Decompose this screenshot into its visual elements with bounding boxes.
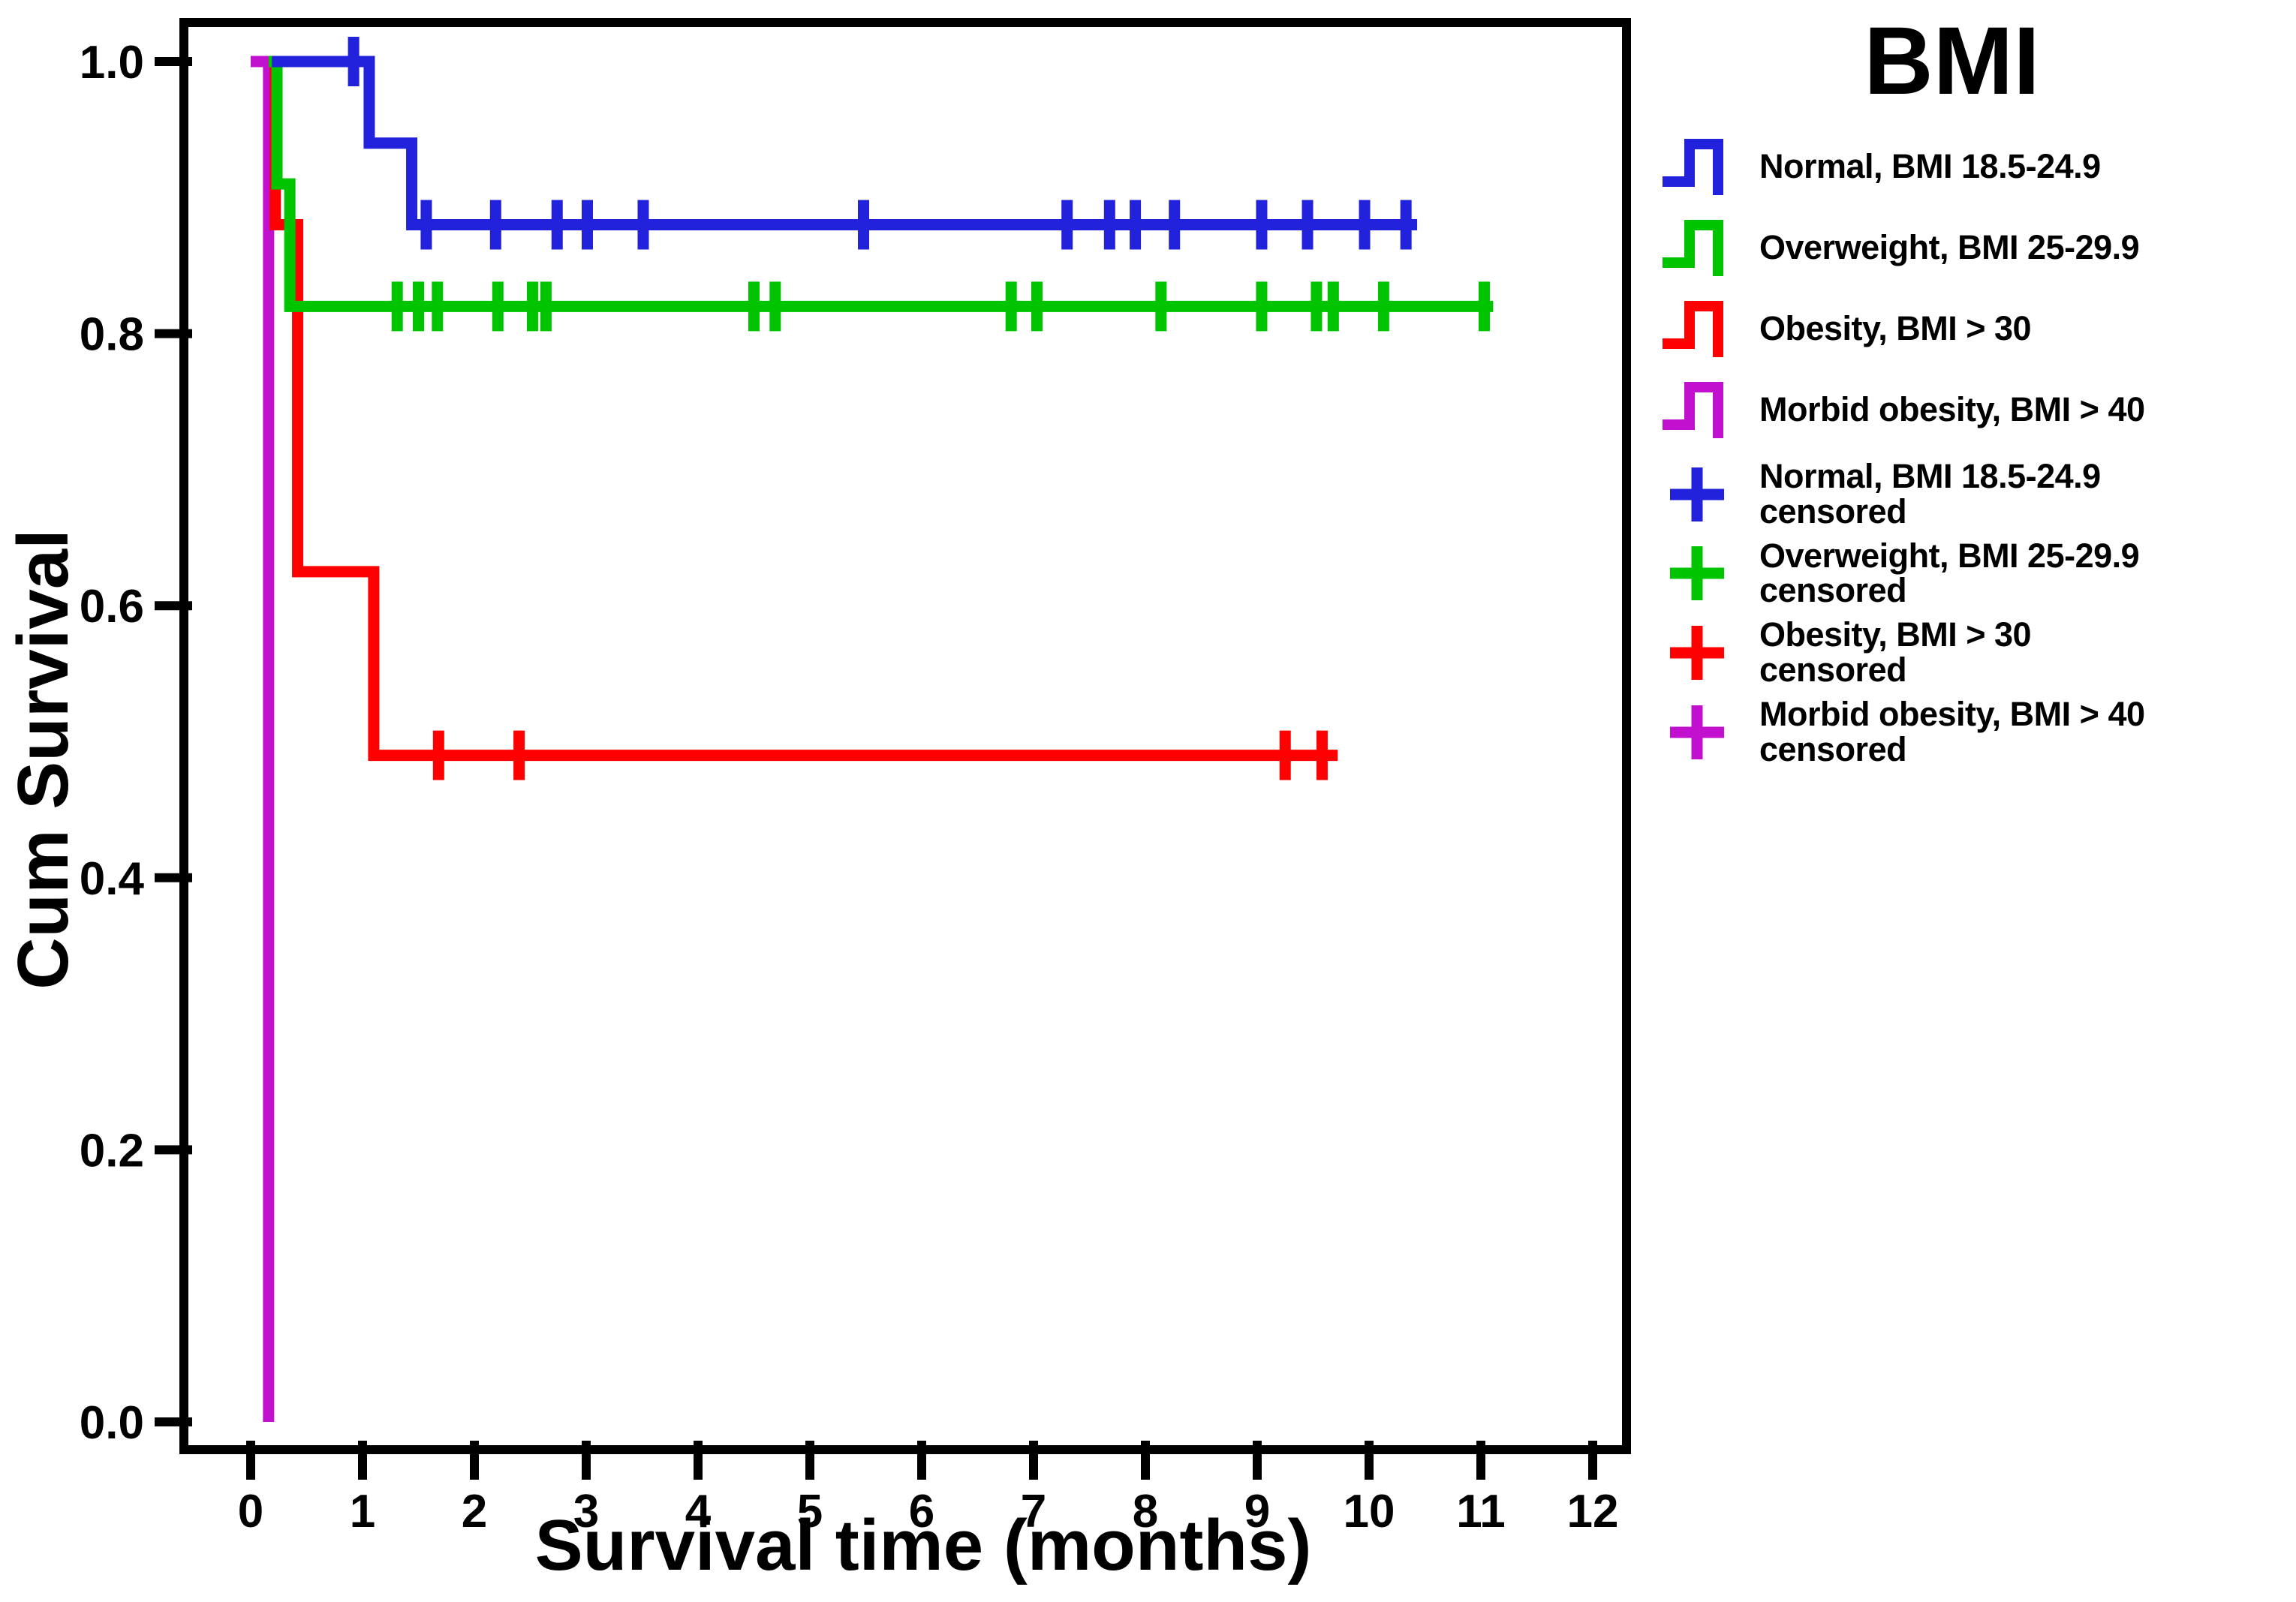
- plus-censored-icon: [1670, 546, 1724, 601]
- legend-item-label: Obesity, BMI > 30: [1759, 308, 2032, 347]
- x-tick-label: 12: [1567, 1486, 1619, 1537]
- x-tick-label: 8: [1133, 1486, 1158, 1537]
- step-line-icon: [1663, 301, 1723, 357]
- legend-item-normal-censored: Normal, BMI 18.5-24.9 censored: [1657, 457, 2291, 530]
- step-line-icon: [1663, 220, 1723, 276]
- step-line-icon: [1663, 382, 1723, 438]
- plus-censored-icon: [1670, 467, 1724, 521]
- legend-item-label: Obesity, BMI > 30 censored: [1759, 615, 2032, 689]
- x-tick-label: 5: [797, 1486, 823, 1537]
- y-axis-title: Cum Survival: [3, 529, 83, 990]
- legend-item-label: Morbid obesity, BMI > 40 censored: [1759, 694, 2145, 768]
- x-tick-label: 10: [1344, 1486, 1395, 1537]
- plus-censored-icon: [1670, 625, 1724, 680]
- axes-layer: 0 1 2 3 4 5 6 7 8 9 10 11 121.00.80.60.40.20.0: [80, 37, 1619, 1537]
- legend-title: BMI: [1864, 8, 2040, 115]
- plot-border: [179, 18, 1631, 1454]
- y-tick-label: 0.2: [80, 1125, 144, 1177]
- km-curve-morbid-obesity: [251, 56, 275, 1422]
- plus-censored-icon: [1670, 705, 1724, 759]
- legend-item-obesity: Obesity, BMI > 30: [1657, 297, 2291, 360]
- legend-item-label: Normal, BMI 18.5-24.9 censored: [1759, 457, 2101, 530]
- y-tick-label: 1.0: [80, 37, 144, 89]
- x-axis-title: Survival time (months): [535, 1505, 1312, 1585]
- legend: BMI Normal, BMI 18.5-24.9 Overweight, BM…: [1657, 14, 2291, 776]
- x-tick-label: 3: [573, 1486, 599, 1537]
- legend-item-label: Normal, BMI 18.5-24.9: [1759, 146, 2101, 185]
- x-tick-label: 11: [1456, 1486, 1506, 1537]
- legend-item-overweight: Overweight, BMI 25-29.9: [1657, 216, 2291, 279]
- x-tick-label: 1: [350, 1486, 375, 1537]
- x-tick-label: 0: [238, 1486, 263, 1537]
- legend-item-label: Overweight, BMI 25-29.9: [1759, 227, 2140, 266]
- km-curve-obesity: [268, 56, 1338, 762]
- legend-item-obesity-censored: Obesity, BMI > 30 censored: [1657, 615, 2291, 689]
- y-tick-label: 0.8: [80, 309, 144, 361]
- y-tick-label: 0.6: [80, 581, 144, 633]
- km-curve-normal: [272, 56, 1418, 231]
- legend-item-overweight-censored: Overweight, BMI 25-29.9 censored: [1657, 536, 2291, 610]
- legend-item-morbid-obesity: Morbid obesity, BMI > 40: [1657, 378, 2291, 441]
- x-tick-label: 4: [685, 1486, 712, 1537]
- y-tick-label: 0.0: [80, 1397, 144, 1449]
- step-line-icon: [1663, 139, 1723, 195]
- legend-item-label: Morbid obesity, BMI > 40: [1759, 389, 2145, 428]
- legend-item-normal: Normal, BMI 18.5-24.9: [1657, 135, 2291, 198]
- x-tick-label: 9: [1244, 1486, 1270, 1537]
- legend-item-morbid-obesity-censored: Morbid obesity, BMI > 40 censored: [1657, 694, 2291, 768]
- legend-item-label: Overweight, BMI 25-29.9 censored: [1759, 536, 2140, 610]
- y-tick-label: 0.4: [80, 853, 145, 905]
- x-tick-label: 7: [1021, 1486, 1046, 1537]
- km-curves-layer: [251, 37, 1494, 1422]
- x-tick-label: 6: [909, 1486, 934, 1537]
- x-tick-label: 2: [462, 1486, 487, 1537]
- km-curve-overweight: [268, 56, 1494, 312]
